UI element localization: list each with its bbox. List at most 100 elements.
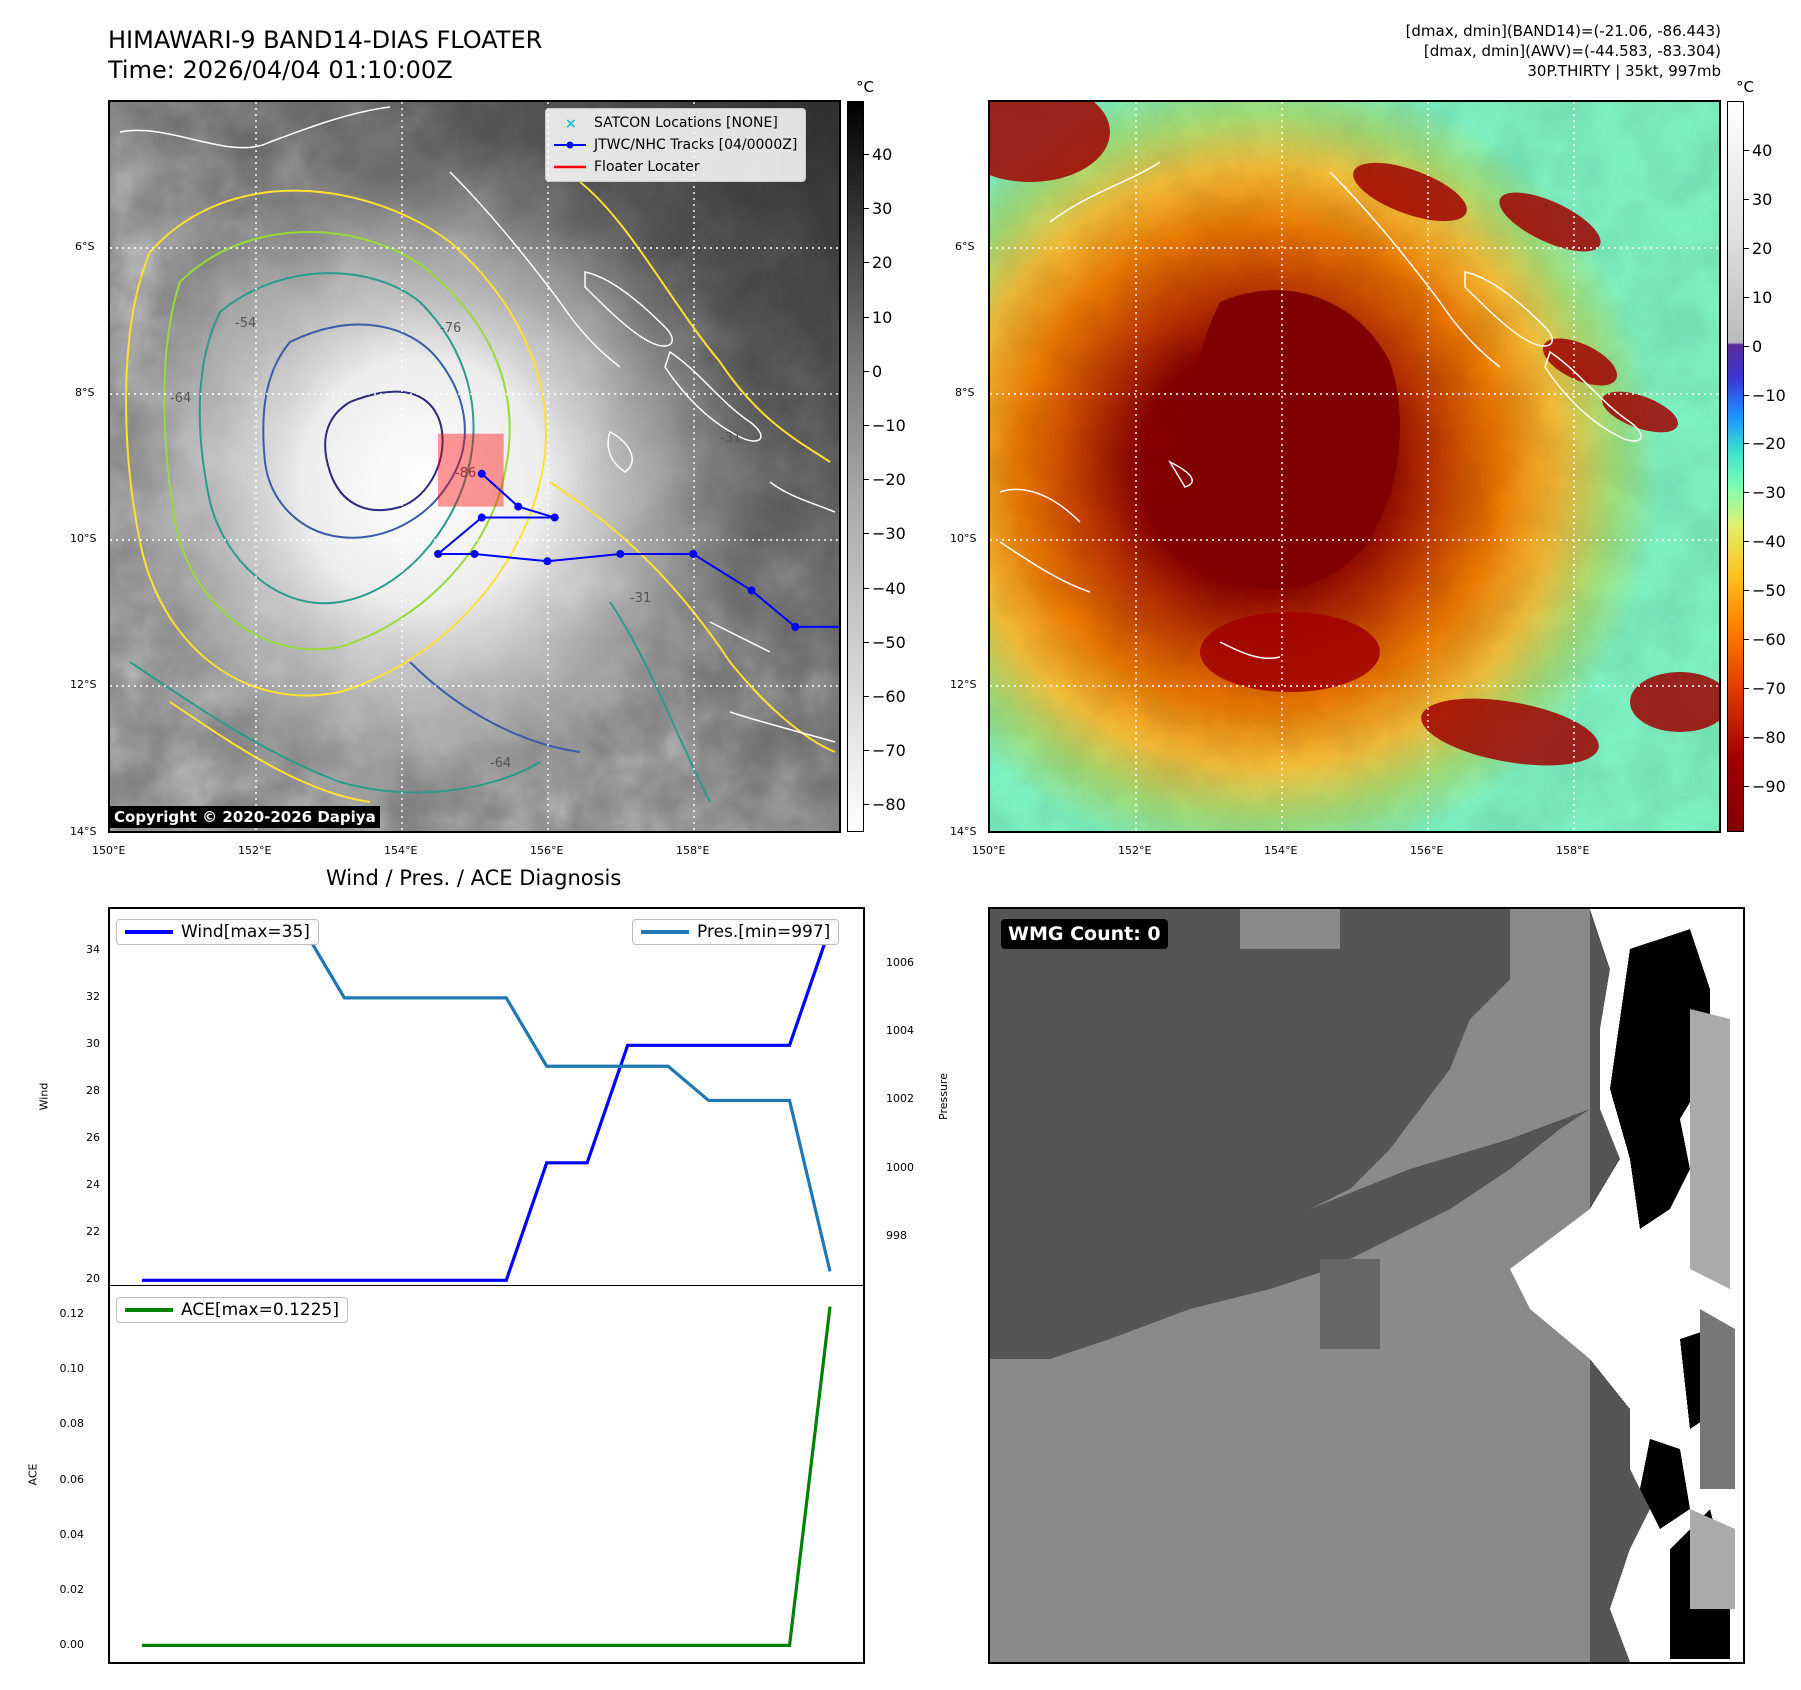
lon-tick: 158°E xyxy=(676,844,710,857)
track-point xyxy=(550,513,559,522)
floater-line-icon xyxy=(554,160,586,174)
ace-panel xyxy=(108,1285,865,1664)
awv-map-panel xyxy=(988,100,1721,833)
ace-swatch-icon xyxy=(125,1308,173,1312)
map-legend: × SATCON Locations [NONE] JTWC/NHC Track… xyxy=(545,108,807,182)
legend-satcon-label: SATCON Locations [NONE] xyxy=(594,115,778,131)
wind-pressure-panel xyxy=(108,907,865,1286)
temperature-contours xyxy=(125,181,836,803)
wind-tick: 22 xyxy=(86,1225,100,1239)
lat-tick: 8°S xyxy=(955,386,975,399)
pressure-tick: 1004 xyxy=(886,1024,914,1038)
colorbar-left-tick: −10 xyxy=(864,416,906,435)
map-gridlines xyxy=(110,102,839,831)
pressure-ylabel: Pressure xyxy=(936,1073,950,1120)
legend-tracks-label: JTWC/NHC Tracks [04/0000Z] xyxy=(594,137,798,153)
diagnosis-title: Wind / Pres. / ACE Diagnosis xyxy=(326,866,622,890)
track-point xyxy=(689,549,698,558)
ace-tick: 0.10 xyxy=(59,1361,85,1375)
pressure-swatch-icon xyxy=(641,930,689,934)
info-storm: 30P.THIRTY | 35kt, 997mb xyxy=(1527,62,1721,80)
lon-tick: 150°E xyxy=(92,844,126,857)
contour-label: -54 xyxy=(235,316,256,331)
lon-tick: 154°E xyxy=(1264,844,1298,857)
lat-tick: 6°S xyxy=(955,240,975,253)
colorbar-right-tick: −10 xyxy=(1744,385,1786,405)
contour-label: -31 xyxy=(720,431,741,446)
ace-legend: ACE[max=0.1225] xyxy=(116,1297,348,1323)
colorbar-left-tick: −70 xyxy=(864,741,906,761)
map-gridlines-right xyxy=(990,102,1719,831)
moisture-bands xyxy=(990,102,1719,766)
lat-tick: 6°S xyxy=(75,240,95,253)
wmg-classification-map xyxy=(990,909,1743,1662)
lat-tick: 14°S xyxy=(950,825,977,838)
pressure-series-line xyxy=(142,927,832,1272)
colorbar-right-tick: −30 xyxy=(1744,483,1786,503)
lat-tick: 10°S xyxy=(70,532,97,545)
ace-tick: 0.02 xyxy=(59,1583,85,1597)
colorbar-right-tick: 30 xyxy=(1743,189,1773,209)
colorbar-left-tick: 40 xyxy=(863,145,893,164)
pressure-tick: 1000 xyxy=(886,1160,914,1174)
pressure-tick: 1006 xyxy=(886,955,914,969)
wind-tick: 28 xyxy=(86,1084,100,1098)
wind-tick: 24 xyxy=(86,1178,100,1192)
jtwc-track xyxy=(434,469,839,631)
contour-label: -31 xyxy=(630,591,651,606)
colorbar-right-tick: −60 xyxy=(1744,630,1786,649)
wmg-count-badge: WMG Count: 0 xyxy=(1001,919,1168,949)
colorbar-right-tick: −70 xyxy=(1744,678,1786,698)
wind-tick: 32 xyxy=(86,990,100,1004)
legend-tracks: JTWC/NHC Tracks [04/0000Z] xyxy=(554,134,797,156)
track-point xyxy=(434,549,443,558)
track-point xyxy=(791,622,800,631)
track-point xyxy=(514,502,523,511)
wind-tick: 30 xyxy=(86,1037,100,1051)
lon-tick: 156°E xyxy=(1410,844,1444,857)
colorbar-right-tick: 40 xyxy=(1743,141,1773,160)
pressure-tick: 998 xyxy=(886,1229,907,1243)
lat-tick: 12°S xyxy=(950,678,977,691)
ace-tick: 0.08 xyxy=(59,1417,85,1431)
ace-chart xyxy=(142,1306,832,1648)
satcon-x-icon: × xyxy=(554,116,586,132)
figure-time: Time: 2026/04/04 01:10:00Z xyxy=(108,56,453,84)
track-line-icon xyxy=(554,138,586,152)
contour-labels: -76 -64 -54 -31 -31 -86 -64 xyxy=(170,316,741,771)
lat-tick: 10°S xyxy=(950,532,977,545)
colorbar-left-tick: −30 xyxy=(864,524,906,544)
track-point xyxy=(543,557,552,566)
ace-series-line xyxy=(142,1306,832,1648)
wind-series-line xyxy=(142,927,832,1282)
coastlines xyxy=(119,106,836,743)
pressure-tick: 1002 xyxy=(886,1092,914,1106)
wind-pressure-chart xyxy=(142,927,832,1282)
track-point xyxy=(477,513,486,522)
info-band14-range: [dmax, dmin](BAND14)=(-21.06, -86.443) xyxy=(1405,22,1721,40)
ace-legend-label: ACE[max=0.1225] xyxy=(181,1300,339,1320)
awv-map xyxy=(990,102,1719,831)
coastlines-right xyxy=(999,161,1642,660)
contour-label: -64 xyxy=(170,391,191,406)
lon-tick: 152°E xyxy=(1118,844,1152,857)
wind-tick: 34 xyxy=(86,943,100,957)
floater-box xyxy=(438,433,504,507)
legend-floater-label: Floater Locater xyxy=(594,159,700,175)
wind-ylabel: Wind xyxy=(37,1082,51,1111)
storm-core xyxy=(1188,290,1400,590)
colorbar-right-tick: −90 xyxy=(1744,776,1786,796)
floater-locater-box xyxy=(438,433,504,507)
copyright-badge: Copyright © 2020-2026 Dapiya xyxy=(110,806,380,828)
lon-tick: 152°E xyxy=(238,844,272,857)
colorbar-left xyxy=(847,101,864,832)
ace-ylabel: ACE xyxy=(26,1463,40,1486)
colorbar-left-tick: −50 xyxy=(864,632,906,652)
track-point xyxy=(477,469,486,478)
lat-tick: 8°S xyxy=(75,386,95,399)
ace-tick: 0.04 xyxy=(59,1527,85,1541)
wmg-panel xyxy=(988,907,1745,1664)
colorbar-right-tick: −20 xyxy=(1744,434,1786,454)
lat-tick: 14°S xyxy=(70,825,97,838)
contour-label: -64 xyxy=(490,756,511,771)
